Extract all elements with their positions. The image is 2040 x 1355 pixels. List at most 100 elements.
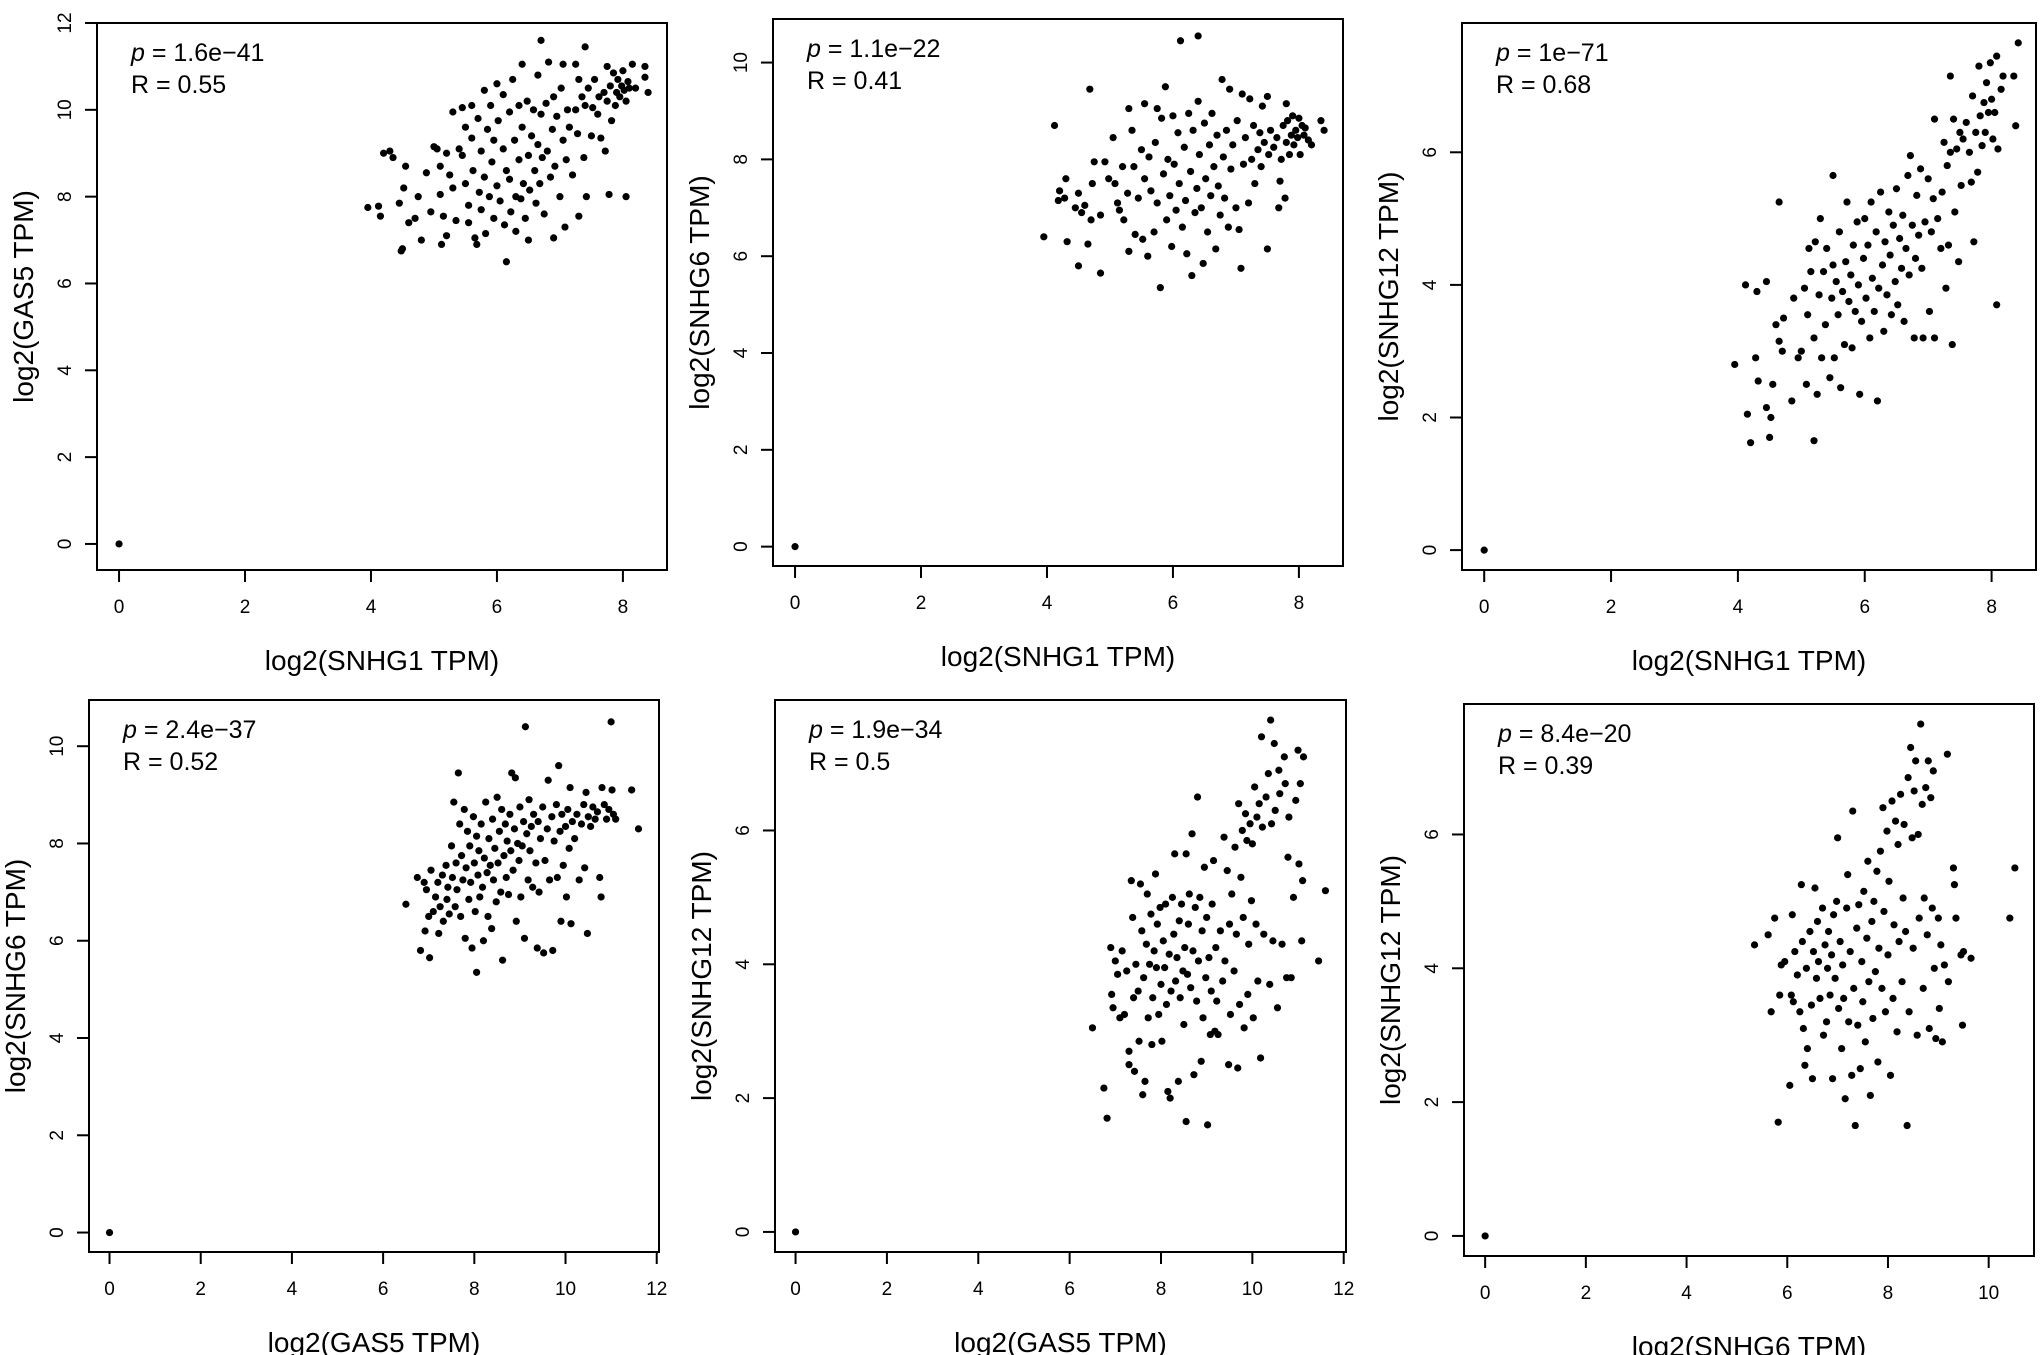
data-point xyxy=(1150,228,1158,236)
data-point xyxy=(556,193,564,201)
data-point xyxy=(1175,179,1183,188)
x-tick-label: 8 xyxy=(618,597,629,618)
data-point xyxy=(1767,413,1775,422)
p-value-text: = 1.6e−41 xyxy=(145,39,265,67)
data-point xyxy=(1144,1014,1152,1022)
data-point xyxy=(539,803,547,811)
p-symbol: p xyxy=(1497,720,1512,748)
data-point xyxy=(1213,131,1221,139)
x-axis-title: log2(SNHG1 TPM) xyxy=(1632,645,1866,676)
data-point xyxy=(1320,126,1328,134)
data-point xyxy=(1946,72,1954,80)
data-point xyxy=(1188,271,1196,280)
x-tick-label: 8 xyxy=(1156,1279,1167,1300)
data-point xyxy=(1158,1037,1166,1045)
data-point xyxy=(1876,847,1885,855)
data-point xyxy=(1208,109,1216,117)
data-point xyxy=(439,917,447,925)
data-point xyxy=(572,60,580,68)
data-point xyxy=(431,893,440,901)
data-point xyxy=(1790,294,1798,302)
data-point xyxy=(1061,194,1069,202)
data-point xyxy=(1229,141,1237,149)
data-point xyxy=(1816,994,1824,1003)
data-point xyxy=(1984,108,1993,117)
data-point xyxy=(1988,95,1996,103)
data-point xyxy=(1193,184,1201,193)
data-point xyxy=(622,97,630,105)
y-tick-label: 2 xyxy=(731,445,752,456)
data-point xyxy=(1225,1061,1233,1069)
data-point xyxy=(540,949,548,957)
data-point xyxy=(1908,221,1916,229)
data-point xyxy=(450,798,458,806)
data-point xyxy=(1238,826,1246,835)
data-point xyxy=(1251,179,1259,188)
data-point xyxy=(1797,881,1805,889)
data-point xyxy=(1818,904,1827,912)
data-point xyxy=(1177,900,1186,908)
data-point xyxy=(1924,175,1932,183)
data-point xyxy=(1999,72,2007,80)
data-point xyxy=(1167,987,1175,995)
data-point xyxy=(1858,958,1866,966)
data-point xyxy=(1938,188,1946,196)
y-tick-label: 2 xyxy=(1422,1097,1443,1108)
y-tick-label: 6 xyxy=(55,278,76,289)
data-point xyxy=(497,888,505,896)
data-point xyxy=(1269,937,1277,945)
y-tick-label: 4 xyxy=(1420,279,1441,290)
data-point xyxy=(1194,97,1202,105)
data-point xyxy=(426,954,434,962)
data-point xyxy=(1847,271,1855,279)
data-point xyxy=(1161,83,1169,91)
data-point xyxy=(534,71,542,79)
data-point xyxy=(1254,977,1262,985)
data-point xyxy=(1951,208,1959,216)
data-point xyxy=(1172,206,1180,214)
x-tick-label: 10 xyxy=(1242,1279,1263,1300)
data-point xyxy=(1873,397,1882,405)
data-point xyxy=(1164,1087,1172,1096)
data-point xyxy=(1950,881,1959,889)
data-point xyxy=(1856,1065,1864,1073)
data-point xyxy=(402,162,410,170)
data-point xyxy=(1246,820,1254,828)
p-value-text: = 8.4e−20 xyxy=(1512,720,1632,748)
data-point xyxy=(1810,437,1818,445)
data-point xyxy=(1829,911,1838,919)
data-point xyxy=(1975,62,1983,70)
points-layer xyxy=(105,718,643,1237)
data-point xyxy=(1251,783,1259,791)
data-point xyxy=(1183,250,1191,258)
data-point xyxy=(434,878,442,886)
data-point xyxy=(1918,264,1926,272)
data-point xyxy=(548,125,556,133)
data-point xyxy=(503,837,511,845)
x-tick-label: 6 xyxy=(492,597,503,618)
data-point xyxy=(1894,840,1902,849)
data-point xyxy=(1741,281,1750,289)
data-point xyxy=(1141,100,1149,108)
data-point xyxy=(1885,208,1893,216)
data-point xyxy=(1937,941,1945,949)
data-point xyxy=(622,193,630,201)
data-point xyxy=(546,173,555,181)
data-point xyxy=(1186,167,1195,176)
data-point xyxy=(1843,904,1851,912)
p-value-annotation: p = 2.4e−37 xyxy=(122,716,256,744)
data-point xyxy=(553,873,561,882)
data-point xyxy=(1823,964,1832,972)
data-point xyxy=(1289,112,1297,120)
data-point xyxy=(1273,133,1281,142)
data-point xyxy=(1883,291,1891,299)
data-point xyxy=(502,873,510,882)
data-point xyxy=(414,193,422,201)
data-point xyxy=(566,783,574,792)
data-point xyxy=(1919,984,1927,992)
y-tick-label: 0 xyxy=(47,1227,68,1238)
data-point xyxy=(1949,864,1958,872)
data-point xyxy=(1196,893,1204,901)
data-point xyxy=(515,856,523,865)
y-tick-label: 4 xyxy=(731,347,752,358)
